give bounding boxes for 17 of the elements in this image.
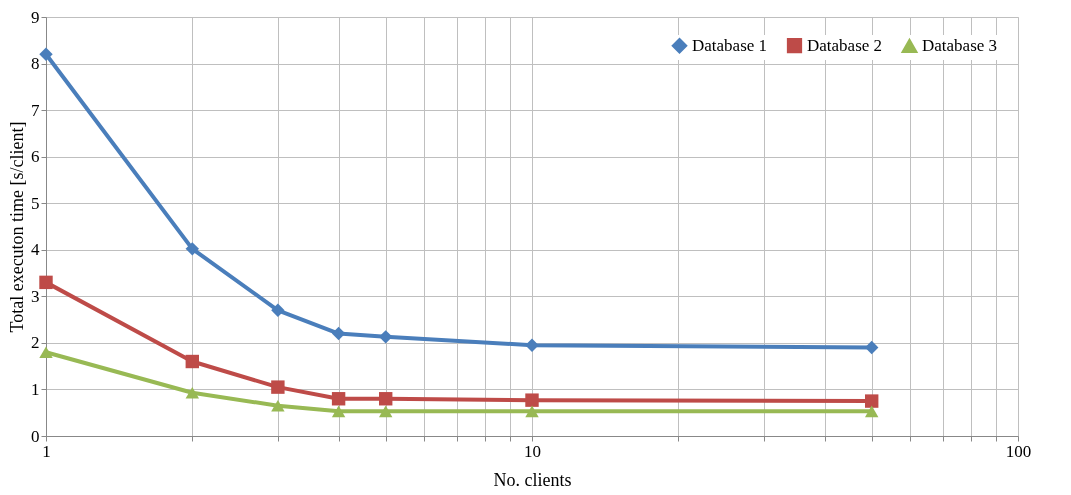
y-axis-title: Total executon time [s/client] (7, 121, 27, 333)
y-tick-label: 1 (31, 379, 40, 399)
x-axis-title: No. clients (493, 469, 572, 490)
y-tick-label: 6 (31, 147, 40, 167)
x-tick-label: 100 (1005, 441, 1032, 461)
y-tick-label: 4 (31, 240, 40, 260)
legend-label: Database 2 (807, 35, 883, 55)
legend-label: Database 1 (692, 35, 768, 55)
y-tick-label: 0 (31, 426, 40, 446)
y-tick-label: 5 (31, 193, 40, 213)
y-tick-label: 7 (31, 100, 40, 120)
x-tick-label: 10 (524, 441, 541, 461)
y-tick-label: 3 (31, 286, 40, 306)
y-tick-label: 2 (31, 333, 40, 353)
y-tick-label: 8 (31, 54, 40, 74)
y-tick-label: 9 (31, 7, 40, 27)
legend-label: Database 3 (922, 36, 998, 56)
